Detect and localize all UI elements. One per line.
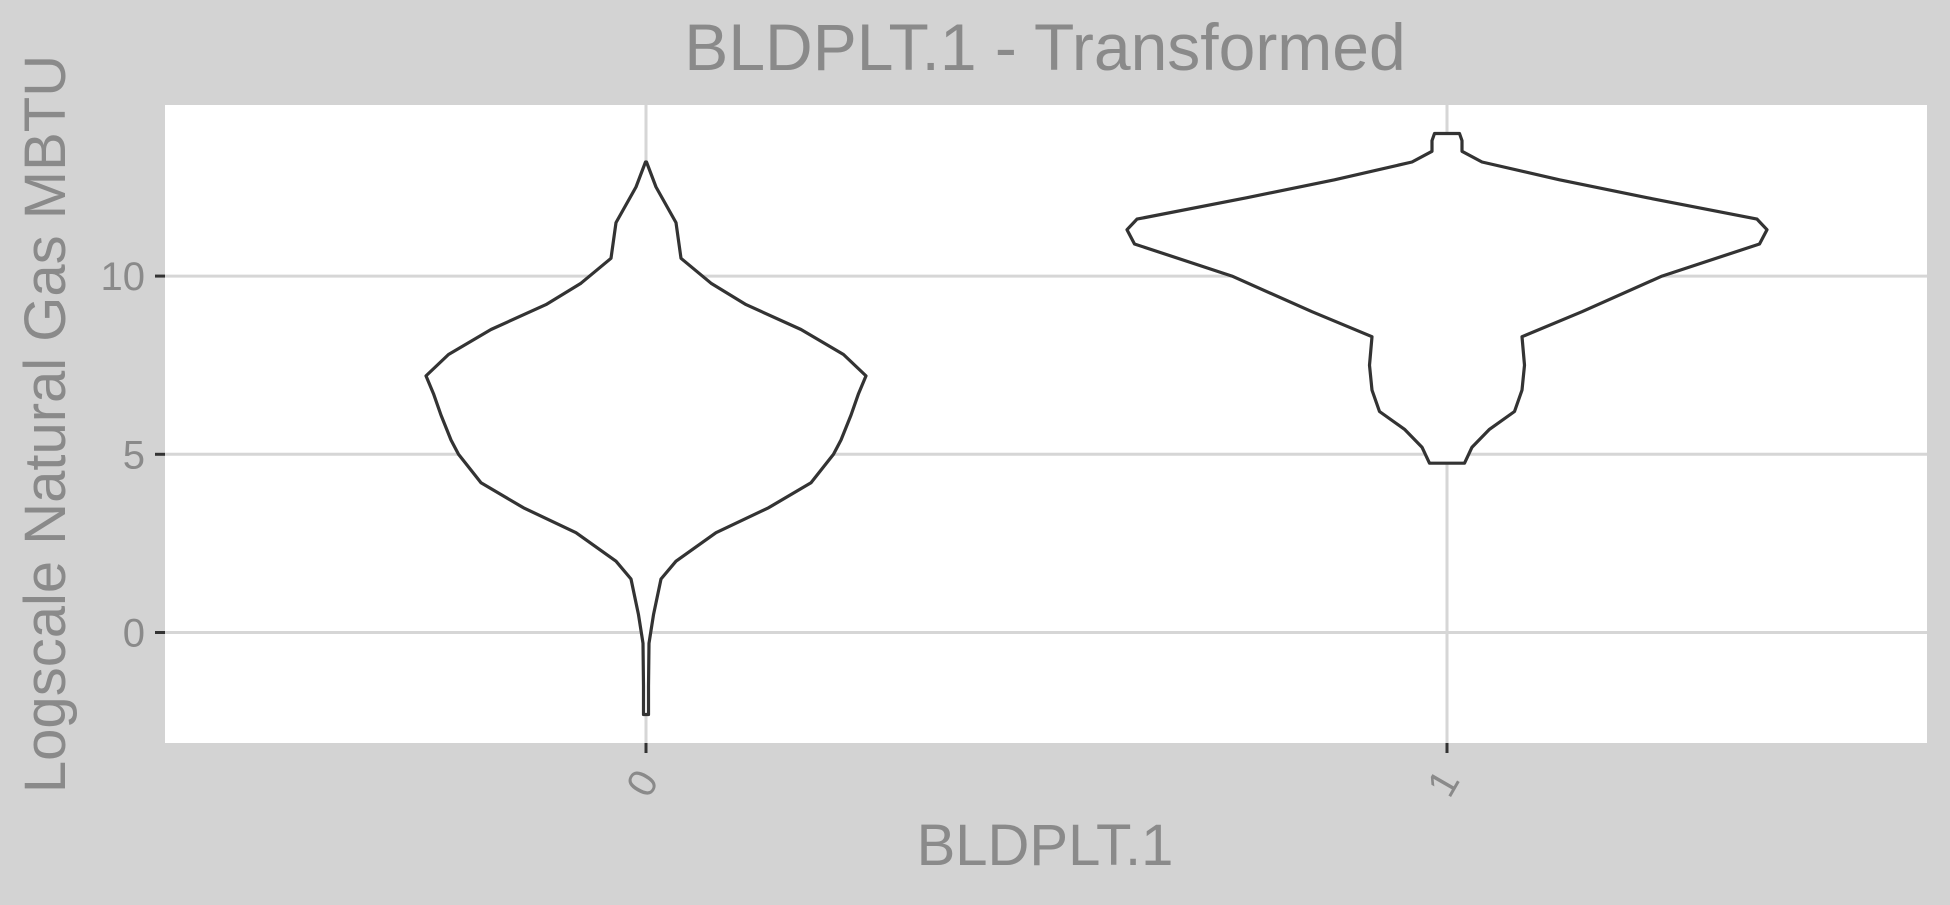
chart-title: BLDPLT.1 - Transformed (684, 10, 1405, 84)
x-tick-label-1: 1 (1419, 763, 1468, 804)
y-tick-label-5: 5 (123, 433, 145, 477)
x-axis-title: BLDPLT.1 (917, 813, 1174, 878)
violin-1 (1125, 131, 1769, 465)
y-tick-label-10: 10 (101, 255, 146, 299)
violin-layer (424, 131, 1769, 717)
y-axis-title: Logscale Natural Gas MBTU (13, 55, 78, 793)
violin-0 (424, 160, 868, 717)
x-tick-label-0: 0 (618, 763, 667, 804)
y-tick-label-0: 0 (123, 612, 145, 656)
